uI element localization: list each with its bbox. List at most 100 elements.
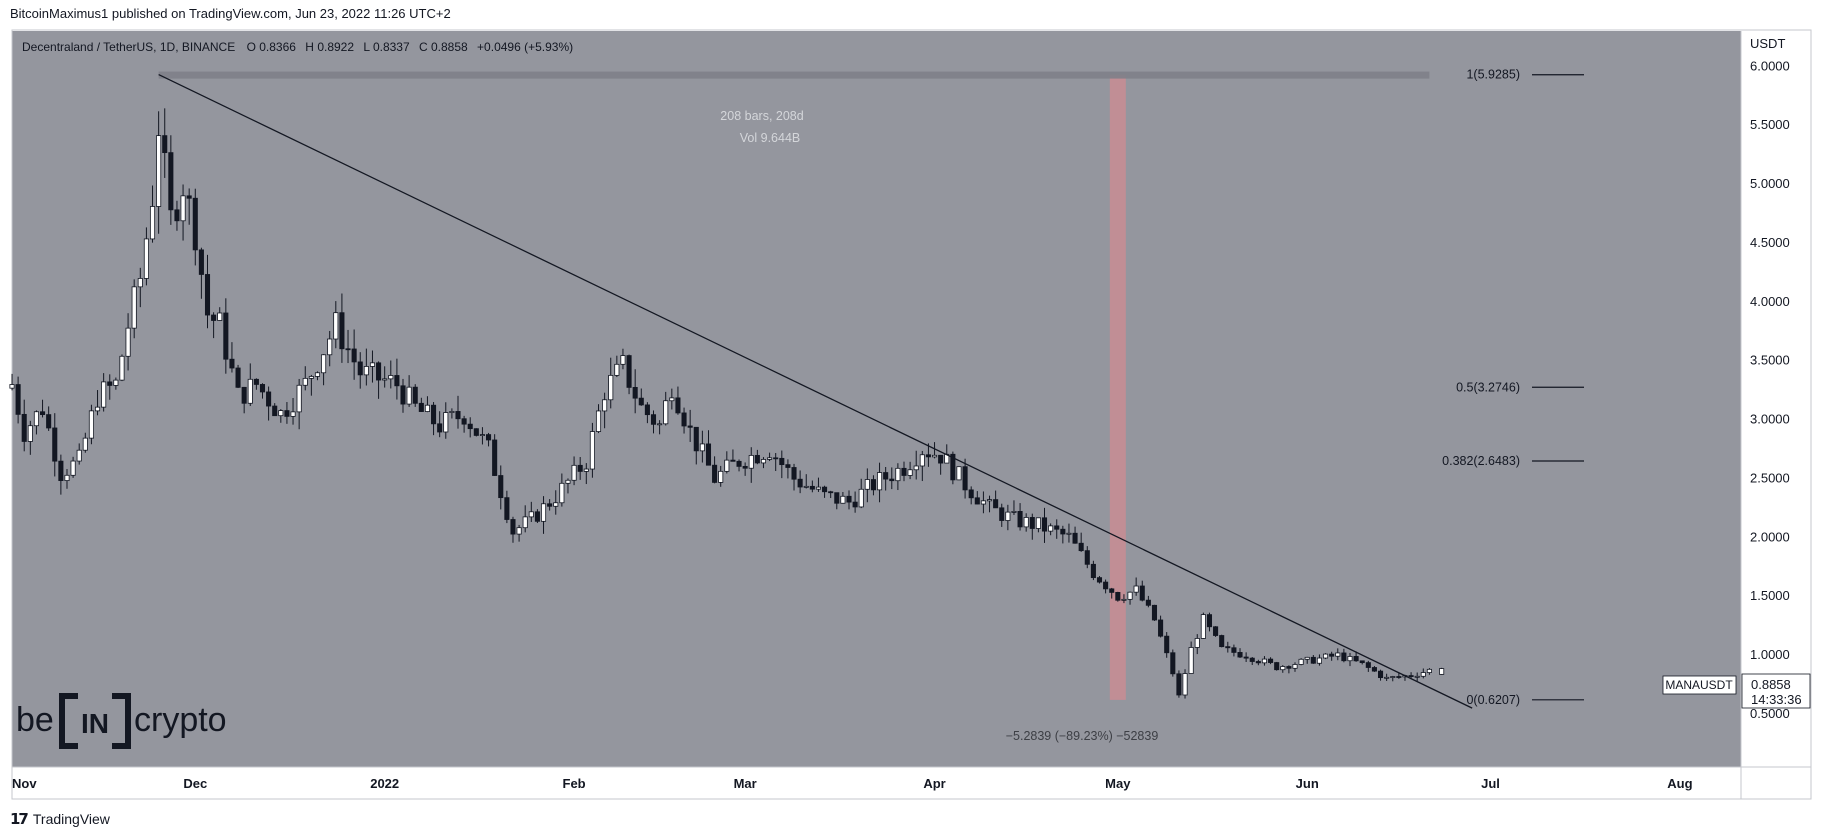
legend-open-key: O [247, 40, 256, 54]
candle [986, 495, 993, 513]
candle [76, 443, 82, 465]
time-tick-label: May [1105, 776, 1131, 791]
candle [889, 467, 895, 490]
candle [565, 478, 571, 494]
candle-body [235, 367, 241, 388]
candle-body [650, 414, 657, 425]
candle-body [1225, 646, 1231, 649]
candle-body [1060, 528, 1066, 535]
candle [993, 490, 999, 509]
candle [1249, 656, 1255, 666]
candle-body [1249, 657, 1255, 662]
candle-body [754, 454, 760, 464]
candle [595, 404, 602, 434]
candle [58, 454, 64, 495]
candle-body [1280, 666, 1286, 671]
watermark-bracket-mask [78, 692, 112, 702]
legend-low-value: 0.8337 [373, 40, 410, 54]
time-axis-area[interactable] [12, 767, 1811, 799]
candle [699, 430, 705, 463]
candle [1054, 519, 1060, 539]
candle-body [388, 375, 394, 380]
candle [351, 329, 357, 380]
candle-body [204, 274, 211, 316]
candle-body [968, 489, 974, 499]
candle [46, 406, 52, 431]
candle [852, 491, 858, 513]
candle-body [211, 314, 217, 321]
candle [1133, 577, 1139, 596]
price-axis-area[interactable] [1741, 31, 1811, 767]
price-axis-currency: USDT [1750, 36, 1785, 51]
candle [418, 397, 424, 412]
candle-body [846, 495, 852, 503]
candle [522, 505, 528, 533]
candle [1096, 576, 1103, 584]
candle [663, 391, 669, 426]
candle-body [864, 479, 870, 490]
candle [394, 358, 400, 400]
candle [363, 348, 369, 386]
candle [767, 452, 773, 462]
becrypto-watermark: be IN crypto [16, 692, 227, 750]
last-price-tag[interactable]: MANAUSDT 0.8858 14:33:36 [1662, 673, 1811, 709]
candle [1164, 632, 1170, 658]
candle-body [699, 443, 705, 452]
candle-body [681, 412, 687, 427]
descending-trendline[interactable] [158, 73, 1473, 709]
candle-body [46, 414, 52, 429]
chart-plot-area[interactable] [12, 31, 1741, 767]
candle-body [1323, 653, 1329, 659]
candle-body [333, 312, 339, 340]
footer-brand[interactable]: TradingView [32, 811, 110, 827]
candle-body [357, 361, 363, 376]
candle [198, 247, 204, 299]
candle-body [272, 405, 278, 417]
candle [932, 442, 938, 459]
candle-body [437, 423, 443, 433]
highlight-band [1109, 74, 1126, 700]
candle-body [131, 286, 137, 329]
candle-body [1200, 614, 1206, 639]
candle-body [986, 499, 993, 502]
candle-body [259, 384, 266, 393]
price-tag-symbol-box [1662, 675, 1737, 695]
candle [803, 474, 809, 489]
candle [1420, 668, 1426, 679]
candle-body [742, 465, 748, 469]
candle-body [479, 434, 485, 436]
candle [895, 463, 901, 491]
candle-body [870, 479, 876, 491]
candle-body [913, 465, 919, 471]
candle [1341, 648, 1347, 663]
candle-body [424, 404, 430, 412]
candle [1335, 648, 1341, 661]
candle [107, 374, 113, 400]
candle-body [889, 478, 895, 482]
legend-low-key: L [363, 40, 370, 54]
candle [1151, 604, 1158, 621]
watermark-crypto: crypto [134, 701, 227, 739]
candle-body [1072, 532, 1078, 544]
candle [21, 399, 27, 452]
candle-body [137, 278, 143, 288]
candle [339, 293, 345, 363]
candle-body [1005, 511, 1011, 521]
candle-body [107, 381, 113, 386]
candle-body [1347, 656, 1353, 662]
candle-body [70, 460, 76, 476]
candle [82, 432, 88, 453]
candle-body [376, 362, 382, 381]
candle-body [119, 355, 125, 381]
time-tick-label: 2022 [370, 776, 399, 791]
candle-body [803, 485, 809, 488]
candle-body [76, 449, 82, 462]
candle [101, 373, 107, 412]
candle-body [589, 431, 595, 470]
candle [308, 374, 314, 396]
candle [1274, 661, 1280, 671]
measure-result-label: −5.2839 (−89.23%) −52839 [1006, 729, 1159, 743]
candle [461, 415, 467, 433]
candle [834, 492, 840, 510]
